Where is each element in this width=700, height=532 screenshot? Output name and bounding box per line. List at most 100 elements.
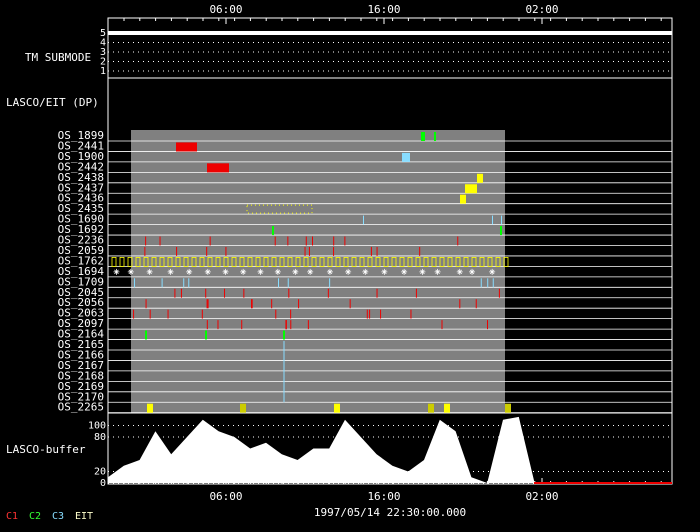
event	[402, 152, 410, 162]
event-star	[469, 268, 476, 275]
event-outline	[327, 256, 333, 267]
event	[428, 403, 434, 413]
event-outline	[127, 256, 133, 267]
event-star	[127, 268, 134, 275]
event-outline	[199, 256, 205, 267]
event-outline	[151, 256, 157, 267]
event-star	[257, 268, 264, 275]
event-outline	[207, 256, 213, 267]
event	[363, 215, 364, 225]
row-label: OS_1692	[58, 223, 104, 236]
legend-entry: C3	[52, 511, 64, 522]
bottom-time-label: 16:00	[367, 490, 400, 503]
event-outline	[439, 256, 445, 267]
event-outline	[279, 256, 285, 267]
event-outline	[319, 256, 325, 267]
row-label: OS_1709	[58, 275, 104, 288]
event-star	[222, 268, 229, 275]
row-label: OS_2169	[58, 380, 104, 393]
event-outline	[375, 256, 381, 267]
event-outline	[471, 256, 477, 267]
event-star	[362, 268, 369, 275]
event-star	[401, 268, 408, 275]
submode-tick: 5	[100, 28, 106, 39]
event-outline	[303, 256, 309, 267]
event	[147, 403, 153, 413]
buffer-tick: 80	[94, 432, 106, 443]
event-outline	[175, 256, 181, 267]
event-outline	[263, 256, 269, 267]
event	[444, 403, 450, 413]
row-label: OS_2167	[58, 359, 104, 372]
event	[176, 142, 197, 152]
row-label: OS_1899	[58, 129, 104, 142]
row-label: OS_2045	[58, 286, 104, 299]
event-outline	[383, 256, 389, 267]
event-star	[146, 268, 153, 275]
top-time-label: 02:00	[525, 3, 558, 16]
row-label: OS_2435	[58, 202, 104, 215]
row-label: OS_2436	[58, 192, 104, 205]
row-label: OS_2265	[58, 401, 104, 414]
top-time-label: 06:00	[209, 3, 242, 16]
event-outline	[255, 256, 261, 267]
event-outline	[479, 256, 485, 267]
event-outline	[415, 256, 421, 267]
event	[501, 215, 502, 225]
event	[465, 184, 477, 194]
row-label: OS_2056	[58, 296, 104, 309]
row-label: OS_1762	[58, 254, 104, 267]
event-outline	[159, 256, 165, 267]
event-outline	[183, 256, 189, 267]
row-label: OS_2059	[58, 244, 104, 257]
event	[500, 226, 502, 236]
event-outline	[367, 256, 373, 267]
submode-tick: 1	[100, 66, 106, 77]
event-star	[456, 268, 463, 275]
event-outline	[271, 256, 277, 267]
event	[334, 403, 340, 413]
event-outline	[167, 256, 173, 267]
event-outline	[447, 256, 453, 267]
event-outline	[191, 256, 197, 267]
buffer-tick: 20	[94, 467, 106, 478]
event-outline	[295, 256, 301, 267]
event-outline	[463, 256, 469, 267]
event-star	[186, 268, 193, 275]
legend-entry: C2	[29, 511, 41, 522]
event-outline	[359, 256, 365, 267]
event-outline	[423, 256, 429, 267]
event	[240, 403, 246, 413]
submode-tick: 3	[100, 47, 106, 58]
row-label: OS_2170	[58, 390, 104, 403]
event-outline	[351, 256, 357, 267]
event-star	[292, 268, 299, 275]
plot-frame	[107, 17, 673, 485]
row-label: OS_1694	[58, 265, 105, 278]
event-outline	[119, 256, 125, 267]
event-star	[113, 268, 120, 275]
event	[283, 330, 285, 340]
row-label: OS_2442	[58, 160, 104, 173]
legend-entry: C1	[6, 511, 18, 522]
row-label: OS_2166	[58, 348, 104, 361]
row-label: OS_2437	[58, 181, 104, 194]
row-label: OS_2063	[58, 307, 104, 320]
top-time-label: 16:00	[367, 3, 400, 16]
event-star	[307, 268, 314, 275]
event-star	[419, 268, 426, 275]
event-outline	[503, 256, 509, 267]
row-label: OS_2164	[58, 328, 105, 341]
event-outline	[487, 256, 493, 267]
event-outline	[247, 256, 253, 267]
lasco-label: LASCO/EIT (DP)	[6, 96, 99, 109]
event	[421, 132, 425, 141]
event	[145, 330, 147, 340]
event-star	[381, 268, 388, 275]
event	[272, 226, 274, 236]
event-outline	[111, 256, 117, 267]
row-label: OS_1900	[58, 150, 104, 163]
event	[205, 330, 207, 340]
event	[207, 163, 229, 173]
